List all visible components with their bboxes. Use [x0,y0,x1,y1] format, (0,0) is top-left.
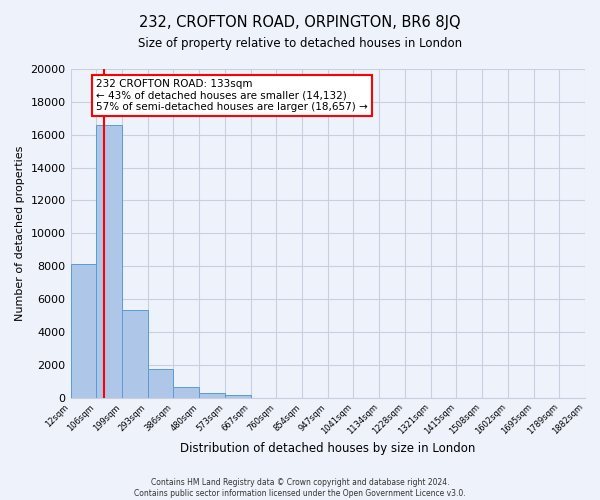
Bar [122,310,148,398]
Text: 232 CROFTON ROAD: 133sqm
← 43% of detached houses are smaller (14,132)
57% of se: 232 CROFTON ROAD: 133sqm ← 43% of detach… [96,79,368,112]
Text: Contains HM Land Registry data © Crown copyright and database right 2024.
Contai: Contains HM Land Registry data © Crown c… [134,478,466,498]
Y-axis label: Number of detached properties: Number of detached properties [15,146,25,321]
Bar [173,387,199,398]
X-axis label: Distribution of detached houses by size in London: Distribution of detached houses by size … [180,442,475,455]
Bar [96,125,122,398]
Bar [148,369,173,398]
Text: Size of property relative to detached houses in London: Size of property relative to detached ho… [138,38,462,51]
Bar [225,395,251,398]
Bar [199,392,225,398]
Text: 232, CROFTON ROAD, ORPINGTON, BR6 8JQ: 232, CROFTON ROAD, ORPINGTON, BR6 8JQ [139,15,461,30]
Bar [71,264,96,398]
